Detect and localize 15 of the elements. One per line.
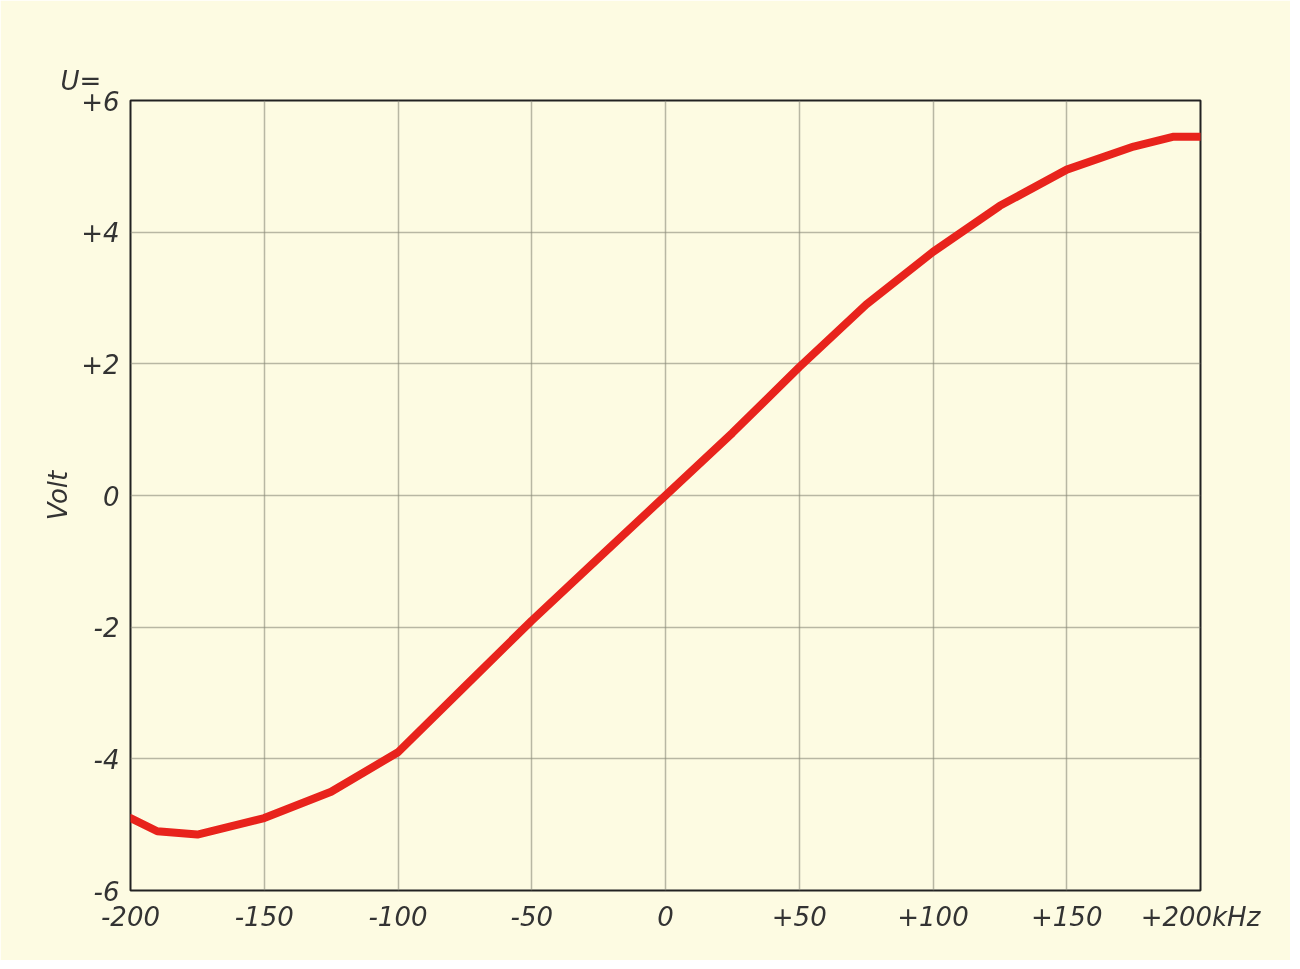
y-tick-label: -2 — [93, 613, 120, 644]
x-tick-label: -50 — [510, 901, 553, 932]
x-tick-label: +50 — [771, 901, 827, 932]
y-tick-label: +2 — [81, 349, 120, 380]
y-tick-label: +6 — [81, 86, 120, 117]
x-tick-label: +200kHz — [1140, 901, 1262, 932]
x-tick-label: +150 — [1031, 901, 1103, 932]
y-tick-label: 0 — [102, 481, 120, 512]
x-tick-label: -100 — [368, 901, 428, 932]
y-tick-label: +4 — [81, 218, 120, 249]
x-tick-label: -150 — [234, 901, 294, 932]
y-axis-title: Volt — [43, 469, 74, 521]
y-tick-label: -4 — [93, 744, 120, 775]
x-tick-label: 0 — [657, 901, 674, 932]
x-tick-label: +100 — [897, 901, 969, 932]
